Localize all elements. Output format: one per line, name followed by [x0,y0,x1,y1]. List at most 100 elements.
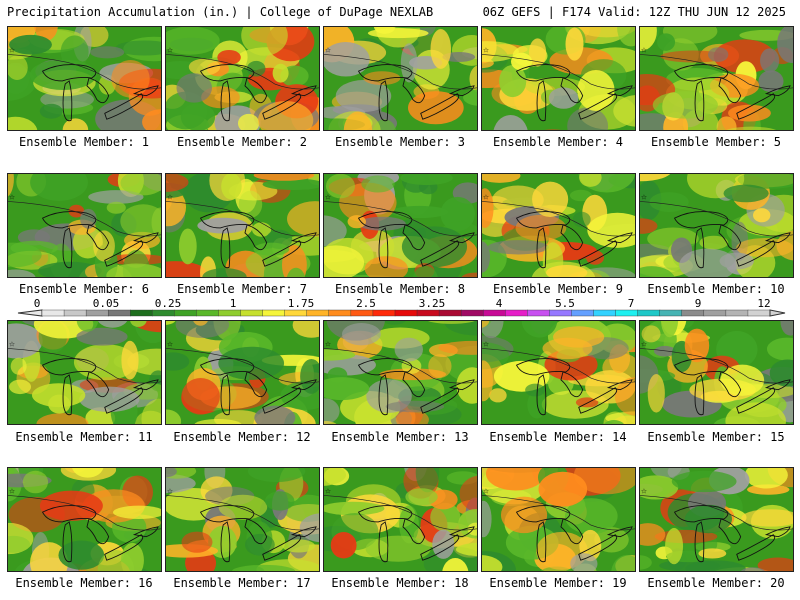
svg-text:☆: ☆ [325,45,331,56]
ensemble-member-label: Ensemble Member: 3 [334,135,466,149]
colorbar-swatch [394,309,418,317]
svg-text:☆: ☆ [325,486,331,497]
ensemble-member-label: Ensemble Member: 20 [647,576,785,590]
colorbar-swatch [681,309,705,317]
valid-time: 06Z GEFS | F174 Valid: 12Z THU JUN 12 20… [482,5,786,19]
ensemble-member-map: ☆ [639,173,794,278]
colorbar-tick-label: 1 [229,297,237,310]
colorbar-tick-label: 12 [757,297,771,310]
ensemble-member-map: ☆ [323,173,478,278]
ensemble-member-label: Ensemble Member: 16 [15,576,153,590]
colorbar-swatch [328,309,352,317]
colorbar-swatch [350,309,374,317]
ensemble-member-label: Ensemble Member: 18 [331,576,469,590]
ensemble-member-map: ☆ [481,320,636,425]
ensemble-member-map: ☆ [7,173,162,278]
colorbar-swatch [593,309,617,317]
svg-text:☆: ☆ [167,192,173,203]
svg-text:☆: ☆ [483,486,489,497]
ensemble-member-map: ☆ [481,26,636,131]
colorbar-swatch [218,309,242,317]
ensemble-member-label: Ensemble Member: 4 [492,135,624,149]
colorbar-swatch [747,309,771,317]
svg-text:☆: ☆ [167,45,173,56]
ensemble-member-label: Ensemble Member: 1 [18,135,150,149]
colorbar-swatch [571,309,595,317]
ensemble-member-label: Ensemble Member: 7 [176,282,308,296]
svg-text:☆: ☆ [483,45,489,56]
ensemble-member-map: ☆ [7,26,162,131]
svg-text:☆: ☆ [483,192,489,203]
ensemble-member-label: Ensemble Member: 13 [331,430,469,444]
colorbar-swatch [527,309,550,317]
colorbar-swatch [549,309,572,317]
colorbar-swatch [416,309,440,317]
ensemble-member-map: ☆ [481,467,636,572]
ensemble-member-label: Ensemble Member: 11 [15,430,153,444]
ensemble-member-label: Ensemble Member: 12 [173,430,311,444]
ensemble-member-map: ☆ [165,320,320,425]
colorbar-swatch [483,309,506,317]
colorbar-swatch [284,309,308,317]
ensemble-member-label: Ensemble Member: 15 [647,430,785,444]
svg-text:☆: ☆ [641,486,647,497]
ensemble-member-label: Ensemble Member: 8 [334,282,466,296]
svg-text:☆: ☆ [641,192,647,203]
colorbar-tick-label: 0.05 [92,297,120,310]
svg-text:☆: ☆ [9,45,15,56]
colorbar-swatch [306,309,330,317]
colorbar-swatch [41,309,65,317]
ensemble-member-map: ☆ [165,467,320,572]
colorbar-swatch [615,309,639,317]
ensemble-member-label: Ensemble Member: 19 [489,576,627,590]
svg-text:☆: ☆ [325,192,331,203]
svg-text:☆: ☆ [641,45,647,56]
colorbar-tick-label: 5.5 [555,297,575,310]
colorbar-tick-label: 0.25 [154,297,182,310]
ensemble-member-label: Ensemble Member: 9 [492,282,624,296]
ensemble-member-label: Ensemble Member: 10 [647,282,785,296]
ensemble-member-map: ☆ [639,467,794,572]
ensemble-member-label: Ensemble Member: 5 [650,135,782,149]
color-scale-bar [17,309,786,317]
colorbar-swatch [725,309,749,317]
ensemble-member-map: ☆ [7,467,162,572]
colorbar-swatch [107,309,131,317]
ensemble-member-map: ☆ [323,26,478,131]
colorbar-tick-label: 0 [33,297,41,310]
ensemble-member-map: ☆ [323,320,478,425]
colorbar-swatch [63,309,87,317]
colorbar-tick-label: 1.75 [287,297,315,310]
ensemble-member-map: ☆ [639,320,794,425]
ensemble-member-label: Ensemble Member: 14 [489,430,627,444]
ensemble-member-label: Ensemble Member: 17 [173,576,311,590]
ensemble-member-map: ☆ [323,467,478,572]
colorbar-tick-label: 2.5 [356,297,376,310]
ensemble-member-label: Ensemble Member: 2 [176,135,308,149]
colorbar-swatch [240,309,264,317]
svg-text:☆: ☆ [9,339,15,350]
colorbar-swatch [438,309,462,317]
colorbar-swatch [460,309,484,317]
colorbar-swatch [85,309,109,317]
colorbar-swatch [262,309,286,317]
colorbar-swatch [152,309,175,317]
svg-text:☆: ☆ [325,339,331,350]
colorbar-swatch [130,309,153,317]
ensemble-member-map: ☆ [481,173,636,278]
svg-text:☆: ☆ [167,339,173,350]
colorbar-tick-label: 4 [495,297,503,310]
colorbar-min-arrow [17,309,43,317]
svg-text:☆: ☆ [483,339,489,350]
colorbar-swatch [372,309,396,317]
svg-text:☆: ☆ [167,486,173,497]
map-title: Precipitation Accumulation (in.) | Colle… [7,5,434,19]
colorbar-swatch [505,309,528,317]
colorbar-tick-label: 9 [694,297,702,310]
colorbar-tick-label: 7 [627,297,635,310]
colorbar-swatch [703,309,727,317]
ensemble-member-map: ☆ [165,173,320,278]
colorbar-max-arrow [769,309,786,317]
colorbar-tick-label: 3.25 [418,297,446,310]
ensemble-member-map: ☆ [165,26,320,131]
